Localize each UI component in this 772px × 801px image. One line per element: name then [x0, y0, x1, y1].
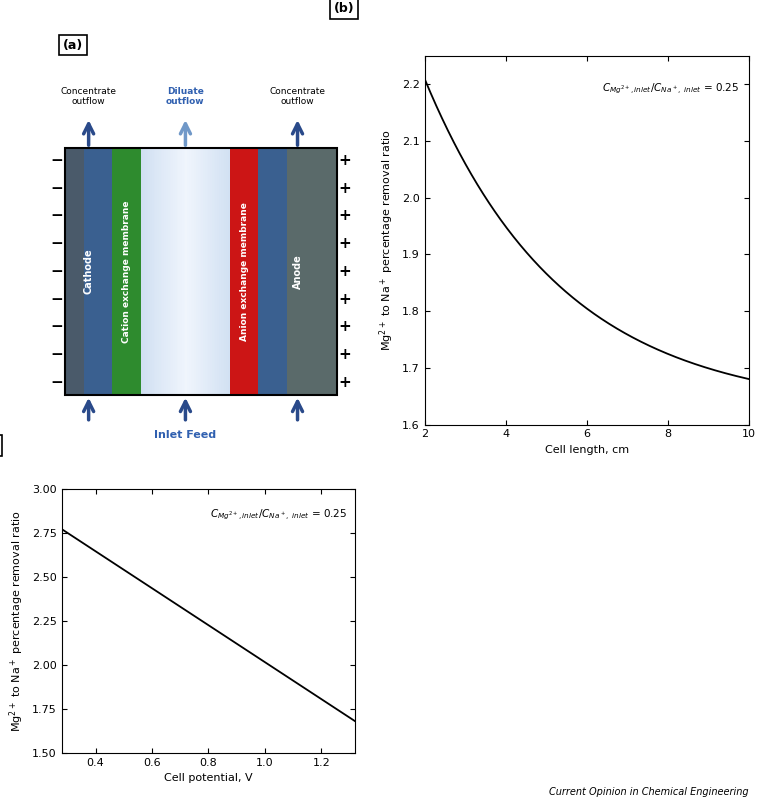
- Bar: [174, 148, 177, 395]
- Text: −: −: [50, 208, 63, 223]
- Bar: [171, 148, 174, 395]
- Bar: [141, 148, 144, 395]
- Bar: [217, 148, 219, 395]
- X-axis label: Cell potential, V: Cell potential, V: [164, 773, 252, 783]
- Bar: [210, 148, 212, 395]
- Bar: [259, 148, 287, 395]
- Bar: [65, 148, 83, 395]
- Bar: [147, 148, 149, 395]
- Text: +: +: [339, 348, 351, 362]
- Text: $\mathit{C}_{Mg^{2+},inlet}/\mathit{C}_{Na^+,\ inlet}$ = 0.25: $\mathit{C}_{Mg^{2+},inlet}/\mathit{C}_{…: [602, 82, 739, 96]
- Bar: [182, 148, 184, 395]
- Text: Concentrate
outflow: Concentrate outflow: [61, 87, 117, 107]
- Text: +: +: [339, 153, 351, 168]
- Bar: [152, 148, 154, 395]
- Bar: [207, 148, 208, 395]
- Text: +: +: [339, 375, 351, 390]
- Text: (b): (b): [334, 2, 354, 15]
- Bar: [185, 148, 188, 395]
- Text: −: −: [50, 292, 63, 307]
- Bar: [159, 148, 161, 395]
- Bar: [145, 148, 147, 395]
- Bar: [113, 148, 141, 395]
- Bar: [154, 148, 156, 395]
- Text: Concentrate
outflow: Concentrate outflow: [269, 87, 326, 107]
- Bar: [221, 148, 223, 395]
- Text: Diluate
outflow: Diluate outflow: [166, 87, 205, 107]
- Bar: [161, 148, 163, 395]
- Text: −: −: [50, 181, 63, 195]
- Bar: [83, 148, 113, 395]
- Text: Current Opinion in Chemical Engineering: Current Opinion in Chemical Engineering: [549, 787, 749, 797]
- Bar: [208, 148, 211, 395]
- Text: +: +: [339, 236, 351, 252]
- Text: Cation exchange membrane: Cation exchange membrane: [122, 200, 131, 343]
- Text: +: +: [339, 320, 351, 335]
- Text: −: −: [50, 348, 63, 362]
- Text: Cathode: Cathode: [83, 248, 93, 294]
- Bar: [225, 148, 226, 395]
- Text: −: −: [50, 375, 63, 390]
- Bar: [150, 148, 152, 395]
- Bar: [219, 148, 221, 395]
- Bar: [164, 148, 166, 395]
- Text: +: +: [339, 292, 351, 307]
- Text: −: −: [50, 320, 63, 335]
- Bar: [168, 148, 170, 395]
- Bar: [222, 148, 225, 395]
- Bar: [200, 148, 201, 395]
- Bar: [143, 148, 145, 395]
- Y-axis label: Mg$^{2+}$ to Na$^+$ percentage removal ratio: Mg$^{2+}$ to Na$^+$ percentage removal r…: [378, 130, 396, 351]
- Bar: [162, 148, 164, 395]
- Text: (a): (a): [63, 38, 83, 51]
- Text: Inlet Feed: Inlet Feed: [154, 430, 216, 441]
- Text: +: +: [339, 264, 351, 279]
- Y-axis label: Mg$^{2+}$ to Na$^+$ percentage removal ratio: Mg$^{2+}$ to Na$^+$ percentage removal r…: [8, 510, 26, 731]
- Text: Anode: Anode: [293, 254, 303, 289]
- Bar: [214, 148, 216, 395]
- Text: −: −: [50, 153, 63, 168]
- Text: −: −: [50, 264, 63, 279]
- Bar: [192, 148, 195, 395]
- Bar: [166, 148, 168, 395]
- Bar: [229, 148, 259, 395]
- Text: $\mathit{C}_{Mg^{2+},inlet}/\mathit{C}_{Na^+,\ inlet}$ = 0.25: $\mathit{C}_{Mg^{2+},inlet}/\mathit{C}_{…: [209, 507, 347, 521]
- Bar: [65, 148, 337, 395]
- Bar: [155, 148, 157, 395]
- Bar: [184, 148, 186, 395]
- Bar: [178, 148, 181, 395]
- Text: Anion exchange membrane: Anion exchange membrane: [239, 202, 249, 341]
- Bar: [191, 148, 193, 395]
- Bar: [173, 148, 175, 395]
- Bar: [195, 148, 196, 395]
- Text: +: +: [339, 181, 351, 195]
- Bar: [196, 148, 198, 395]
- Bar: [177, 148, 178, 395]
- Bar: [205, 148, 207, 395]
- Bar: [203, 148, 205, 395]
- Bar: [157, 148, 159, 395]
- Bar: [198, 148, 200, 395]
- Text: +: +: [339, 208, 351, 223]
- Text: −: −: [50, 236, 63, 252]
- Bar: [201, 148, 204, 395]
- Bar: [148, 148, 151, 395]
- Bar: [226, 148, 229, 395]
- Bar: [170, 148, 171, 395]
- Bar: [287, 148, 337, 395]
- Bar: [212, 148, 214, 395]
- Bar: [187, 148, 189, 395]
- Bar: [215, 148, 218, 395]
- Bar: [189, 148, 191, 395]
- X-axis label: Cell length, cm: Cell length, cm: [545, 445, 628, 455]
- Bar: [228, 148, 230, 395]
- Bar: [180, 148, 182, 395]
